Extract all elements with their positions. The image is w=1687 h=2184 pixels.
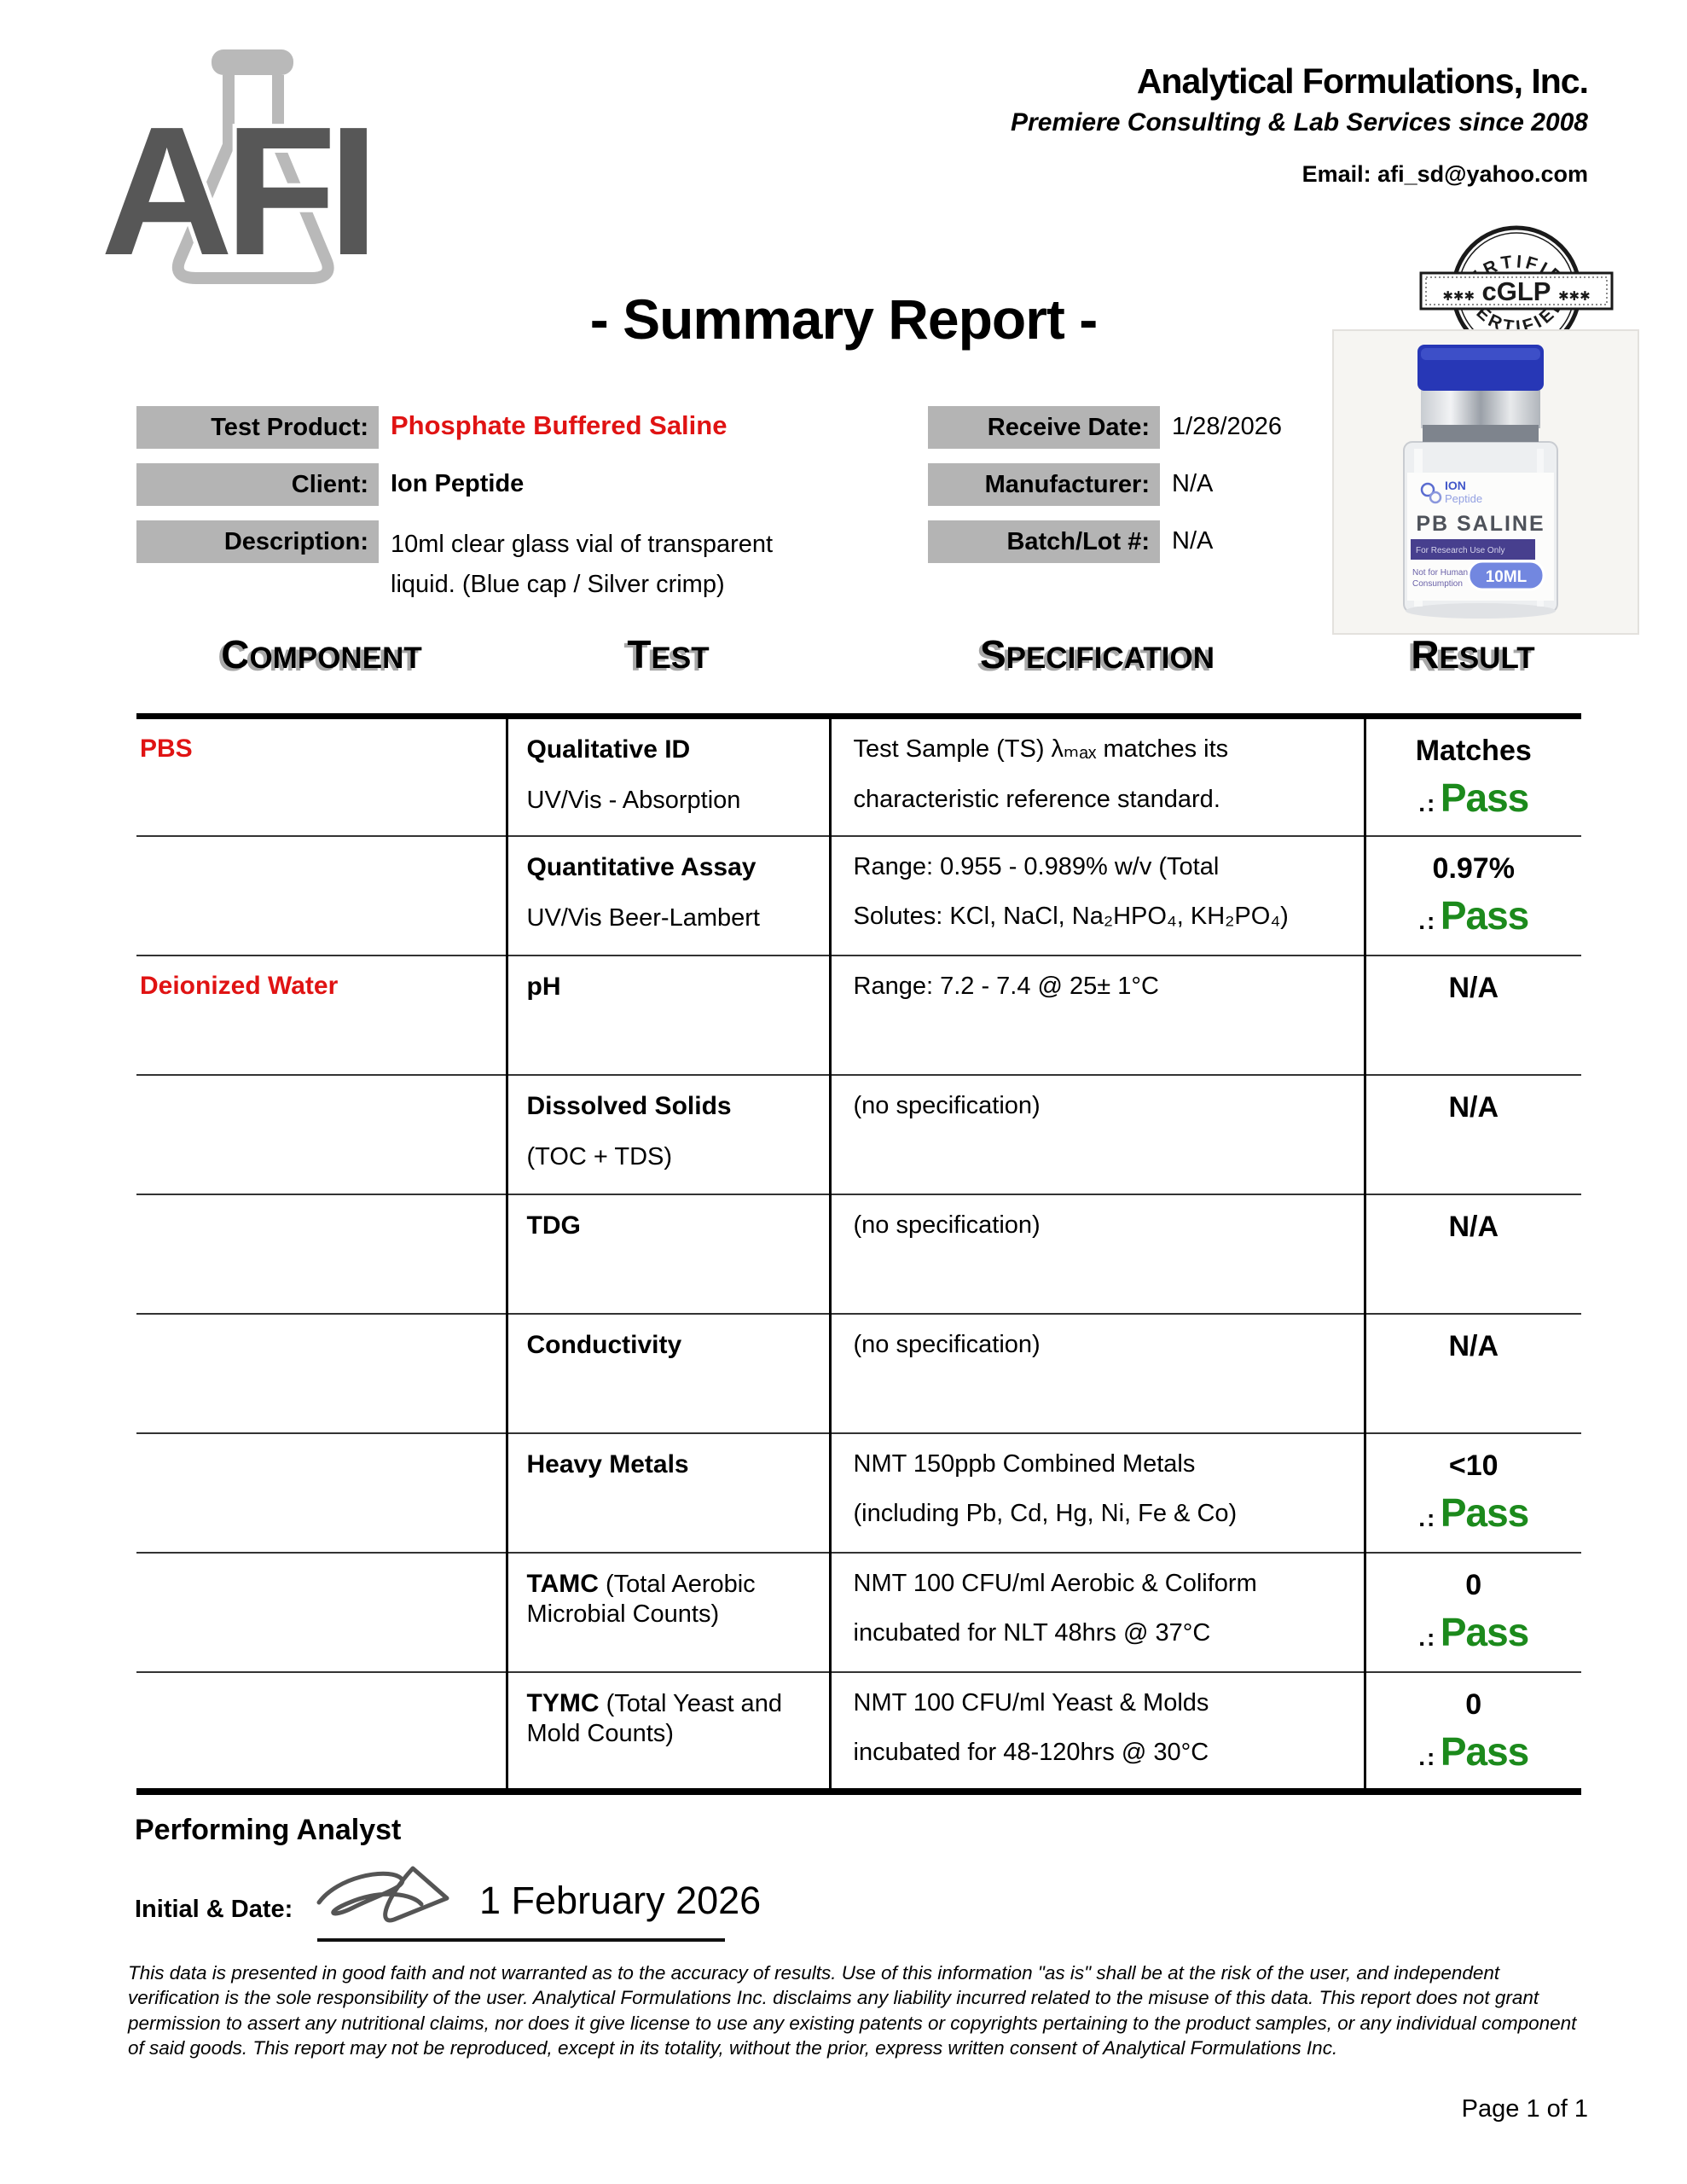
table-row: Dissolved Solids (TOC + TDS) (no specifi… bbox=[136, 1073, 1581, 1194]
receive-date-label: Receive Date: bbox=[928, 406, 1160, 449]
vial-note-line2: Consumption bbox=[1412, 579, 1463, 589]
legal-disclaimer: This data is presented in good faith and… bbox=[128, 1962, 1577, 2059]
stamp-stars-right: ✱✱✱ bbox=[1558, 289, 1591, 304]
table-row: Deionized Water pH Range: 7.2 - 7.4 @ 25… bbox=[136, 954, 1581, 1075]
performing-analyst-heading: Performing Analyst bbox=[135, 1814, 402, 1846]
page-number: Page 1 of 1 bbox=[1461, 2095, 1588, 2123]
col-header-component: Component bbox=[221, 632, 422, 677]
col-header-specification: Specification bbox=[979, 632, 1215, 677]
vial-volume-badge: 10ML bbox=[1486, 568, 1528, 586]
company-email: Email: afi_sd@yahoo.com bbox=[1301, 161, 1588, 187]
client-value: Ion Peptide bbox=[391, 470, 525, 497]
product-vial-photo: ION Peptide PB SALINE For Research Use O… bbox=[1332, 329, 1639, 635]
result-cell: Matches .: Pass bbox=[1363, 716, 1581, 836]
batch-lot-value: N/A bbox=[1172, 527, 1214, 555]
col-header-result: Result bbox=[1411, 632, 1535, 677]
component-cell: PBS bbox=[140, 735, 193, 763]
manufacturer-value: N/A bbox=[1172, 470, 1214, 497]
analyst-date: 1 February 2026 bbox=[479, 1879, 762, 1922]
stamp-stars-left: ✱✱✱ bbox=[1442, 289, 1475, 304]
vial-note-line1: Not for Human bbox=[1412, 568, 1468, 578]
stamp-center-label: cGLP bbox=[1482, 276, 1551, 306]
svg-text:✱✱✱ cGLP ✱✱✱: ✱✱✱ cGLP ✱✱✱ bbox=[1442, 276, 1590, 306]
test-cell: Qualitative ID UV/Vis - Absorption bbox=[505, 716, 830, 836]
analyst-signature bbox=[316, 1866, 449, 1923]
description-line2: liquid. (Blue cap / Silver crimp) bbox=[391, 570, 725, 598]
table-row: Conductivity (no specification) N/A bbox=[136, 1312, 1581, 1433]
description-line1: 10ml clear glass vial of transparent bbox=[391, 531, 774, 558]
manufacturer-label: Manufacturer: bbox=[928, 463, 1160, 506]
vial-product-name: PB SALINE bbox=[1416, 512, 1545, 536]
company-header: Analytical Formulations, Inc. Premiere C… bbox=[1011, 61, 1589, 188]
signature-line bbox=[317, 1938, 725, 1942]
col-header-test: Test bbox=[627, 632, 710, 677]
client-label: Client: bbox=[136, 463, 379, 506]
table-row: TYMC (Total Yeast and Mold Counts) NMT 1… bbox=[136, 1670, 1581, 1795]
afi-flask-logo-icon: AFI bbox=[96, 49, 383, 298]
company-tagline: Premiere Consulting & Lab Services since… bbox=[1011, 108, 1588, 136]
test-product-value: Phosphate Buffered Saline bbox=[391, 410, 728, 440]
receive-date-value: 1/28/2026 bbox=[1172, 413, 1283, 440]
table-row: TDG (no specification) N/A bbox=[136, 1193, 1581, 1314]
page-title: - Summary Report - bbox=[589, 288, 1098, 351]
table-row: Heavy Metals NMT 150ppb Combined Metals … bbox=[136, 1432, 1581, 1553]
description-label: Description: bbox=[136, 520, 379, 563]
vial-brand-top: ION bbox=[1445, 479, 1466, 492]
description-value: 10ml clear glass vial of transparent liq… bbox=[391, 525, 919, 605]
table-row: Quantitative Assay UV/Vis Beer-Lambert R… bbox=[136, 834, 1581, 956]
test-product-label: Test Product: bbox=[136, 406, 379, 449]
initial-date-label: Initial & Date: bbox=[135, 1896, 293, 1923]
table-row: TAMC (Total Aerobic Microbial Counts) NM… bbox=[136, 1551, 1581, 1672]
spec-cell: Test Sample (TS) λₘₐₓ matches its charac… bbox=[828, 716, 1365, 836]
batch-lot-label: Batch/Lot #: bbox=[928, 520, 1160, 563]
logo-text: AFI bbox=[101, 88, 370, 293]
table-row: PBS Qualitative ID UV/Vis - Absorption T… bbox=[136, 716, 1581, 836]
vial-brand-bottom: Peptide bbox=[1445, 492, 1482, 505]
results-table: Component Test Specification Result PBS … bbox=[136, 631, 1581, 1795]
table-header-row: Component Test Specification Result bbox=[136, 631, 1581, 719]
company-name: Analytical Formulations, Inc. bbox=[1136, 61, 1589, 101]
vial-banner-text: For Research Use Only bbox=[1416, 546, 1504, 555]
